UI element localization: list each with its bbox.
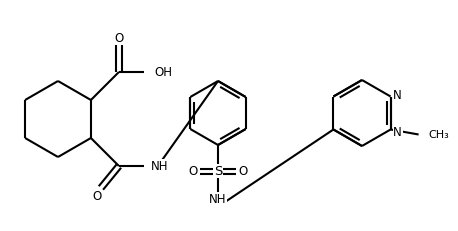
Text: NH: NH xyxy=(151,160,169,173)
Text: N: N xyxy=(393,125,402,138)
Text: O: O xyxy=(238,165,248,178)
Text: O: O xyxy=(92,189,102,202)
Text: N: N xyxy=(393,89,402,102)
Text: NH: NH xyxy=(209,193,227,206)
Text: O: O xyxy=(114,32,124,45)
Text: S: S xyxy=(214,165,222,178)
Text: CH₃: CH₃ xyxy=(429,130,449,140)
Text: O: O xyxy=(188,165,197,178)
Text: OH: OH xyxy=(154,66,172,79)
